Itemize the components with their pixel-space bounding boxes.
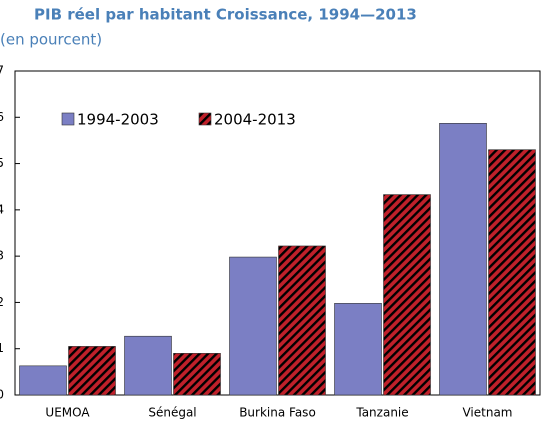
x-tick-label: Burkina Faso [239,406,316,420]
y-tick-label: 0 [0,388,4,402]
legend-swatch [61,112,75,126]
bar [19,365,67,396]
y-tick-label: 3 [0,249,4,263]
bar [278,245,326,396]
x-tick-label: Tanzanie [355,406,408,420]
bar [173,353,221,396]
y-tick-label: 1 [0,341,4,355]
bar [334,303,382,396]
bar [439,123,487,396]
x-tick-label: UEMOA [45,406,90,420]
legend-swatch [198,112,212,126]
bar [124,335,172,396]
legend-label: 2004-2013 [214,111,296,129]
bar [229,256,277,396]
plot-frame [14,70,541,396]
y-tick-label: 2 [0,295,4,309]
bar [488,149,536,396]
bar [68,346,116,396]
y-tick-label: 7 [0,64,4,78]
y-tick-label: 6 [0,110,4,124]
legend-label: 1994-2003 [77,111,159,129]
chart-subtitle: (en pourcent) [0,31,102,49]
bar [383,194,431,396]
x-tick-label: Sénégal [148,406,196,420]
x-tick-label: Vietnam [462,406,512,420]
y-tick-label: 5 [0,156,4,170]
y-tick-label: 4 [0,202,4,216]
chart-title: PIB réel par habitant Croissance, 1994—2… [34,6,417,24]
